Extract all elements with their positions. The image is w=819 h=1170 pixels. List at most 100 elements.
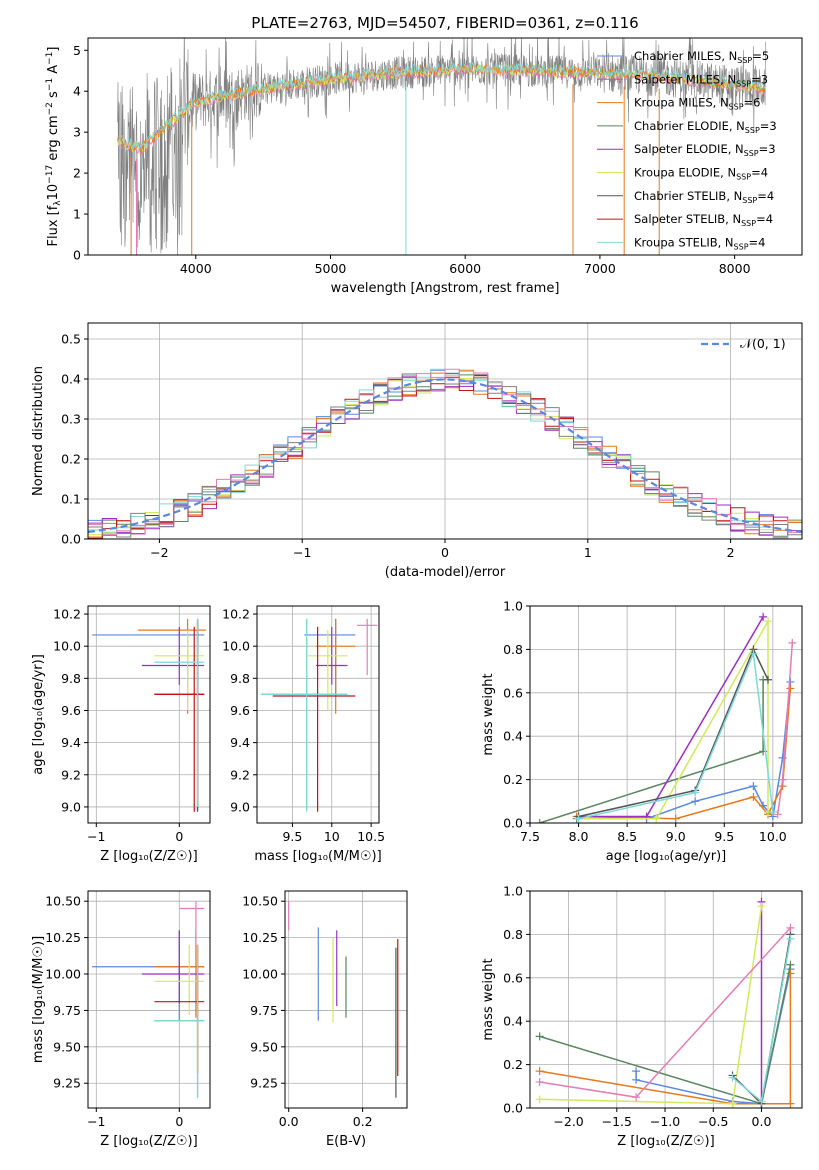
axes-frame [284, 890, 408, 1109]
legend-label: Salpeter MILES, NSSP=3 [634, 72, 768, 88]
errorbar-point [92, 930, 205, 1021]
plus-marker [786, 1099, 795, 1108]
y-tick-label: 9.6 [61, 703, 81, 718]
y-axis-label: Flux [fλ10−17 erg cm−2 s−1 A−1] [45, 47, 63, 247]
y-tick-label: 9.2 [61, 767, 81, 782]
y-tick-label: 1.0 [503, 599, 523, 614]
y-tick-label: 1 [73, 207, 81, 222]
plot-area [92, 618, 206, 812]
y-tick-label: 0.8 [503, 642, 523, 657]
plus-marker [535, 819, 544, 823]
x-tick-label: −1.5 [602, 1114, 632, 1129]
y-tick-label: 0.4 [503, 729, 523, 744]
plus-marker [691, 788, 700, 797]
x-tick-label: 7000 [584, 261, 616, 276]
y-tick-label: 9.8 [61, 671, 81, 686]
y-tick-label: 0.2 [503, 772, 523, 787]
x-tick-label: −0.5 [698, 1114, 728, 1129]
plot-area [260, 618, 378, 812]
plus-marker [652, 814, 661, 823]
data-spectrum-line [117, 38, 766, 255]
y-tick-label: 0.3 [61, 412, 81, 427]
y-tick-label: 9.6 [230, 703, 250, 718]
y-tick-label: 10.25 [45, 930, 81, 945]
y-tick-label: 9.25 [250, 1076, 278, 1091]
x-axis-label: Z [log₁₀(Z/Z☉)] [100, 1134, 197, 1149]
y-tick-label: 10.0 [53, 639, 81, 654]
mass-weight-line [576, 681, 792, 820]
y-tick-label: 0.0 [503, 1101, 523, 1116]
y-tick-label: 0.4 [61, 372, 81, 387]
mass-weight-line [578, 618, 769, 820]
x-tick-label: 2 [727, 545, 735, 560]
errorbar-point [260, 618, 348, 811]
x-tick-label: 10.0 [759, 829, 787, 844]
gaussian-curve [88, 378, 802, 534]
y-tick-label: 10.25 [242, 930, 278, 945]
errorbar-point [308, 630, 348, 711]
plot-area [92, 901, 205, 1098]
figure-title: PLATE=2763, MJD=54507, FIBERID=0361, z=0… [251, 14, 638, 32]
x-tick-label: 0.0 [752, 1114, 772, 1129]
legend-label: Salpeter ELODIE, NSSP=3 [634, 142, 776, 158]
y-tick-label: 9.4 [230, 735, 250, 750]
plus-marker [535, 1095, 544, 1104]
mass-weight-line [578, 616, 764, 818]
x-tick-label: 0.0 [279, 1114, 299, 1129]
y-tick-label: 0.0 [503, 816, 523, 831]
errorbar-point [154, 944, 205, 1015]
plus-marker [632, 1075, 641, 1084]
y-tick-label: 0.2 [61, 452, 81, 467]
y-tick-label: 1.0 [503, 884, 523, 899]
y-tick-label: 5 [73, 43, 81, 58]
plus-marker [786, 969, 795, 978]
y-tick-label: 9.75 [53, 1003, 81, 1018]
residual-histogram-panel: −2 −1 0 1 2 0.0 0.1 0.2 0.3 0.4 0.5 (data-model)/er… [31, 322, 803, 580]
x-tick-label: 8000 [719, 261, 751, 276]
x-tick-label: 9.5 [714, 829, 734, 844]
axes-frame [256, 605, 380, 824]
plus-marker [786, 923, 795, 932]
age-vs-massweight-panel: 7.5 8.0 8.5 9.0 9.5 10.0 0.0 0.2 0.4 0.6 0.8 1.0 age… [481, 599, 803, 864]
legend-label: Kroupa ELODIE, NSSP=4 [634, 166, 768, 182]
plus-marker [786, 960, 795, 969]
spectrum-legend: Chabrier MILES, NSSP=5 Salpeter MILES, NS… [597, 49, 777, 251]
plus-marker [671, 814, 680, 823]
legend-label: 𝒩(0, 1) [740, 336, 786, 351]
axes-frame [529, 890, 803, 1109]
y-tick-label: 0.6 [503, 970, 523, 985]
x-tick-label: 1 [584, 545, 592, 560]
y-tick-label: 0.5 [61, 332, 81, 347]
plus-marker [778, 775, 787, 784]
plus-marker [632, 1067, 641, 1076]
y-axis-label: mass [log₁₀(M/M☉)] [31, 936, 46, 1063]
x-tick-label: 10.5 [357, 829, 385, 844]
plus-marker [768, 808, 777, 817]
y-tick-label: 9.0 [61, 799, 81, 814]
plot-area [288, 901, 399, 1098]
x-axis-label: Z [log₁₀(Z/Z☉)] [617, 1134, 714, 1149]
errorbar-point [272, 626, 356, 812]
errorbar-point [154, 626, 205, 812]
histogram-step [88, 377, 802, 538]
legend-label: Kroupa STELIB, NSSP=4 [634, 235, 765, 251]
plus-marker [759, 612, 768, 621]
y-tick-label: 3 [73, 125, 81, 140]
y-tick-label: 0.6 [503, 685, 523, 700]
ebv-vs-mass-panel: 0.0 0.2 9.25 9.50 9.75 10.00 10.25 10.50 E(B-V) [242, 890, 408, 1149]
x-axis-label: E(B-V) [326, 1134, 366, 1149]
spectrum-panel: 4000 5000 6000 7000 8000 0 1 2 3 4 5 wavelength [An… [45, 37, 803, 296]
y-tick-label: 0.8 [503, 927, 523, 942]
y-tick-label: 9.8 [230, 671, 250, 686]
mass-weight-line [539, 679, 764, 823]
plus-marker [728, 1099, 737, 1108]
axes-frame [87, 605, 211, 824]
y-tick-label: 10.0 [222, 639, 250, 654]
x-tick-label: 10 [324, 829, 340, 844]
errorbar-point [316, 618, 356, 714]
x-tick-label: 8.5 [617, 829, 637, 844]
errorbar-point [141, 930, 205, 1004]
mass-weight-line [539, 906, 763, 1105]
y-tick-label: 0 [73, 248, 81, 263]
